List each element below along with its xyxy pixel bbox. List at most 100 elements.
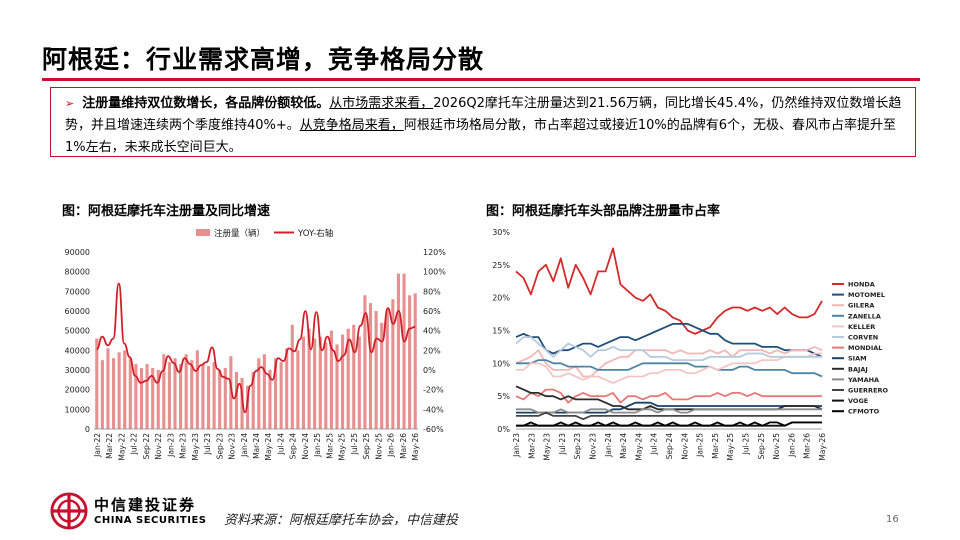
x-axis-tick-label: Mar-26 bbox=[803, 433, 812, 459]
bar bbox=[341, 334, 345, 429]
bar bbox=[134, 364, 138, 429]
series-line bbox=[516, 401, 822, 414]
y2-axis-tick-label: 100% bbox=[423, 268, 446, 277]
series-line bbox=[516, 408, 822, 414]
x-axis-tick-label: May-25 bbox=[726, 433, 735, 461]
bar bbox=[324, 342, 328, 429]
y-axis-tick-label: 70000 bbox=[65, 287, 90, 296]
chart-1-title: 图：阿根廷摩托车注册量及同比增速 bbox=[62, 204, 271, 219]
bar bbox=[195, 350, 199, 429]
y2-axis-tick-label: 40% bbox=[423, 327, 441, 336]
bar bbox=[352, 324, 356, 429]
y-axis-tick-label: 10000 bbox=[65, 405, 90, 414]
bar bbox=[357, 336, 361, 429]
x-axis-tick-label: Nov-23 bbox=[589, 433, 598, 460]
y2-axis-tick-label: 120% bbox=[423, 248, 446, 257]
x-axis-tick-label: Jul-23 bbox=[203, 433, 212, 456]
x-axis-tick-label: Jul-25 bbox=[350, 433, 359, 456]
series-line bbox=[515, 323, 823, 358]
series-line bbox=[515, 388, 822, 404]
market-share-chart: 0% 5% 10% 15% 20% 25% 30% Jan-23 Mar-23 May-23 Jul… bbox=[492, 228, 888, 461]
series-line bbox=[516, 421, 822, 427]
bar bbox=[396, 273, 401, 429]
series-line bbox=[515, 336, 822, 362]
x-axis-tick-label: May-23 bbox=[191, 433, 200, 461]
bar bbox=[413, 293, 417, 429]
legend-label: BAJAJ bbox=[848, 365, 868, 373]
bar bbox=[296, 350, 300, 429]
y2-axis-tick-label: -40% bbox=[423, 405, 444, 414]
bar bbox=[262, 354, 266, 429]
callout-demand-lead: 从市场需求来看， bbox=[329, 96, 434, 111]
x-axis-tick-label: Jul-25 bbox=[742, 433, 751, 456]
x-axis-tick-label: Sep-24 bbox=[665, 433, 674, 460]
china-securities-logo-icon bbox=[50, 492, 88, 530]
bar bbox=[246, 385, 250, 429]
bar bbox=[285, 348, 289, 429]
bar bbox=[184, 354, 188, 429]
bar bbox=[251, 371, 255, 429]
x-axis-tick-label: Mar-24 bbox=[252, 433, 261, 459]
y-axis-tick-label: 30% bbox=[492, 228, 510, 237]
x-axis-tick-label: Jul-24 bbox=[650, 433, 659, 456]
bar bbox=[363, 295, 367, 429]
legend-bar-label: 注册量（辆） bbox=[214, 228, 265, 239]
legend-bar-swatch bbox=[196, 229, 210, 236]
x-axis-tick-label: Jan-24 bbox=[604, 433, 613, 458]
x-axis-tick-label: Jan-26 bbox=[787, 433, 796, 458]
x-axis-tick-label: Sep-22 bbox=[142, 433, 151, 460]
bar bbox=[329, 330, 333, 429]
x-axis-tick-label: Jan-23 bbox=[512, 433, 521, 458]
x-axis-tick-label: May-22 bbox=[117, 433, 126, 461]
legend-label: GILERA bbox=[848, 302, 874, 310]
bar bbox=[212, 362, 216, 429]
bar bbox=[139, 368, 144, 429]
x-axis-tick-label: Mar-24 bbox=[619, 433, 628, 459]
x-axis-tick-label: May-24 bbox=[264, 433, 273, 461]
x-axis-tick-label: Jul-23 bbox=[558, 433, 567, 456]
y2-axis-tick-label: 80% bbox=[423, 287, 441, 296]
y-axis-tick-label: 15% bbox=[492, 327, 510, 336]
y-axis-tick-label: 80000 bbox=[65, 268, 90, 277]
y-axis-tick-label: 5% bbox=[497, 392, 510, 401]
key-point-callout: ➢ 注册量维持双位数增长，各品牌份额较低。从市场需求来看，2026Q2摩托车注册量… bbox=[50, 87, 916, 157]
x-axis-tick-label: Jan-22 bbox=[93, 433, 102, 458]
callout-competition-lead: 从竞争格局来看， bbox=[299, 118, 404, 133]
x-axis-tick-label: Jan-26 bbox=[387, 433, 396, 458]
y-axis-tick-label: 0 bbox=[85, 425, 90, 434]
brand-name-cn: 中信建投证券 bbox=[94, 496, 197, 514]
bar bbox=[374, 311, 378, 429]
x-axis-tick-label: Nov-22 bbox=[154, 433, 163, 460]
y2-axis-tick-label: 0% bbox=[423, 366, 436, 375]
chart-2-title: 图：阿根廷摩托车头部品牌注册量市占率 bbox=[486, 204, 721, 219]
legend-line-label: YOY-右轴 bbox=[297, 228, 333, 239]
series-line bbox=[516, 352, 822, 384]
legend-label: HONDA bbox=[848, 281, 875, 289]
y-axis-tick-label: 0% bbox=[497, 425, 510, 434]
x-axis-tick-label: Sep-24 bbox=[289, 433, 298, 460]
bar bbox=[223, 368, 227, 429]
bar bbox=[313, 338, 317, 429]
bar bbox=[201, 364, 205, 429]
legend-label: ZANELLA bbox=[848, 312, 881, 320]
bar bbox=[257, 358, 261, 429]
series-line bbox=[515, 247, 823, 335]
x-axis-tick-label: Nov-23 bbox=[228, 433, 237, 460]
bar bbox=[385, 309, 389, 429]
yoy-line bbox=[96, 282, 416, 414]
x-axis-tick-label: Mar-22 bbox=[105, 433, 114, 459]
x-axis-tick-label: Jul-22 bbox=[130, 433, 139, 456]
bullet-arrow-icon: ➢ bbox=[65, 97, 75, 110]
x-axis-tick-label: May-26 bbox=[818, 433, 827, 461]
bar bbox=[318, 336, 322, 429]
bar bbox=[167, 362, 171, 429]
legend-label: MOTOMEL bbox=[848, 291, 885, 299]
registration-chart: 0 10000 20000 30000 40000 50000 60000 70000 8000… bbox=[65, 228, 447, 461]
bar bbox=[307, 328, 311, 429]
bar bbox=[179, 364, 183, 429]
legend-label: YAMAHA bbox=[847, 376, 879, 384]
series-line bbox=[516, 411, 822, 421]
y-axis-tick-label: 20000 bbox=[65, 386, 90, 395]
y2-axis-tick-label: 20% bbox=[423, 346, 441, 355]
x-axis-tick-label: Mar-23 bbox=[527, 433, 536, 459]
